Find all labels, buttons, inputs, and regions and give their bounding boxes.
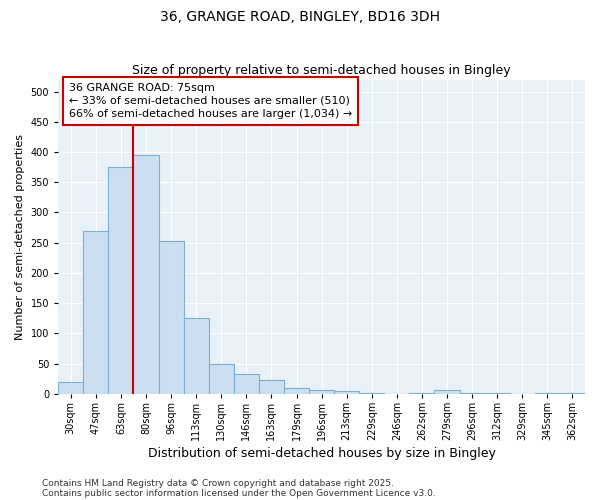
Text: Contains HM Land Registry data © Crown copyright and database right 2025.: Contains HM Land Registry data © Crown c… bbox=[42, 478, 394, 488]
Bar bbox=[83, 230, 109, 394]
Bar bbox=[460, 392, 485, 394]
Y-axis label: Number of semi-detached properties: Number of semi-detached properties bbox=[15, 134, 25, 340]
Bar bbox=[133, 155, 158, 394]
Bar bbox=[158, 241, 184, 394]
Bar bbox=[434, 390, 460, 394]
Bar bbox=[234, 374, 259, 394]
Bar bbox=[309, 390, 334, 394]
Bar bbox=[209, 364, 234, 394]
Bar bbox=[560, 393, 585, 394]
Bar bbox=[334, 390, 359, 394]
Text: Contains public sector information licensed under the Open Government Licence v3: Contains public sector information licen… bbox=[42, 488, 436, 498]
Title: Size of property relative to semi-detached houses in Bingley: Size of property relative to semi-detach… bbox=[132, 64, 511, 77]
Bar bbox=[109, 167, 133, 394]
Bar bbox=[409, 393, 434, 394]
Text: 36 GRANGE ROAD: 75sqm
← 33% of semi-detached houses are smaller (510)
66% of sem: 36 GRANGE ROAD: 75sqm ← 33% of semi-deta… bbox=[69, 82, 352, 119]
Bar bbox=[284, 388, 309, 394]
Bar bbox=[535, 393, 560, 394]
Text: 36, GRANGE ROAD, BINGLEY, BD16 3DH: 36, GRANGE ROAD, BINGLEY, BD16 3DH bbox=[160, 10, 440, 24]
Bar bbox=[58, 382, 83, 394]
Bar bbox=[359, 393, 385, 394]
Bar bbox=[259, 380, 284, 394]
Bar bbox=[485, 393, 510, 394]
Bar bbox=[184, 318, 209, 394]
X-axis label: Distribution of semi-detached houses by size in Bingley: Distribution of semi-detached houses by … bbox=[148, 447, 496, 460]
